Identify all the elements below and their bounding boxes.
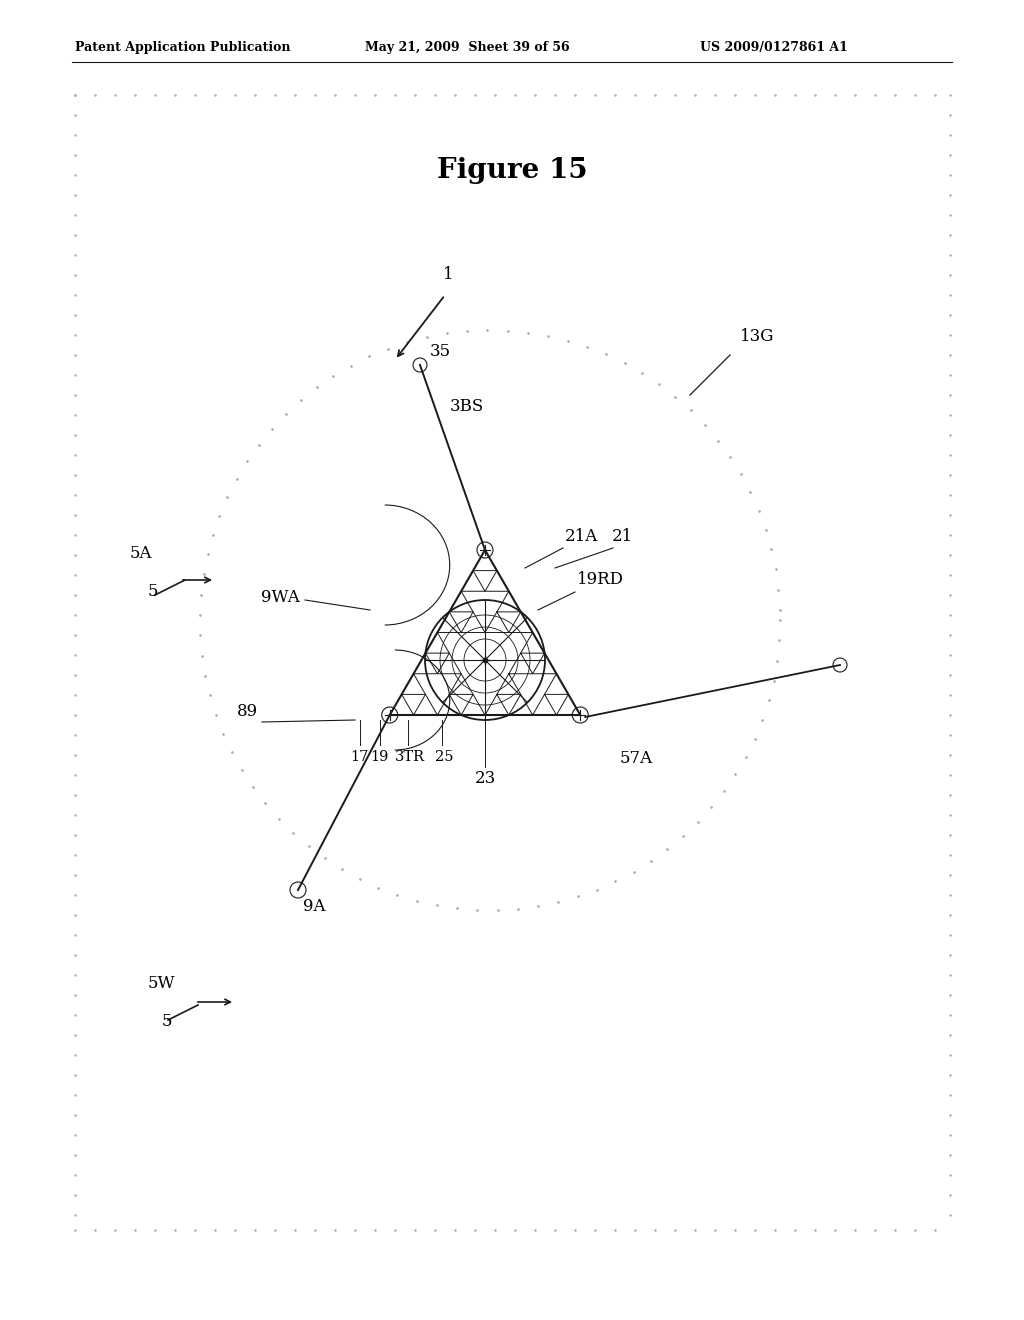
Text: 1: 1 bbox=[442, 267, 454, 282]
Text: 25: 25 bbox=[435, 750, 454, 764]
Text: US 2009/0127861 A1: US 2009/0127861 A1 bbox=[700, 41, 848, 54]
Text: Figure 15: Figure 15 bbox=[436, 157, 588, 183]
Text: Patent Application Publication: Patent Application Publication bbox=[75, 41, 291, 54]
Text: 35: 35 bbox=[430, 343, 452, 360]
Text: 5: 5 bbox=[162, 1012, 172, 1030]
Text: 9A: 9A bbox=[303, 898, 326, 915]
Text: 21: 21 bbox=[612, 528, 633, 545]
Text: 5A: 5A bbox=[130, 545, 153, 562]
Text: 19RD: 19RD bbox=[577, 572, 624, 587]
Text: 13G: 13G bbox=[740, 327, 774, 345]
Text: 57A: 57A bbox=[620, 750, 653, 767]
Text: 5W: 5W bbox=[148, 975, 176, 993]
Text: 5: 5 bbox=[148, 583, 159, 601]
Text: May 21, 2009  Sheet 39 of 56: May 21, 2009 Sheet 39 of 56 bbox=[365, 41, 569, 54]
Text: 17: 17 bbox=[350, 750, 369, 764]
Text: 9WA: 9WA bbox=[261, 589, 300, 606]
Text: 89: 89 bbox=[237, 704, 258, 719]
Text: 3BS: 3BS bbox=[450, 399, 484, 414]
Text: 21A: 21A bbox=[565, 528, 598, 545]
Text: 19: 19 bbox=[371, 750, 389, 764]
Text: 23: 23 bbox=[474, 770, 496, 787]
Text: 3TR: 3TR bbox=[394, 750, 425, 764]
